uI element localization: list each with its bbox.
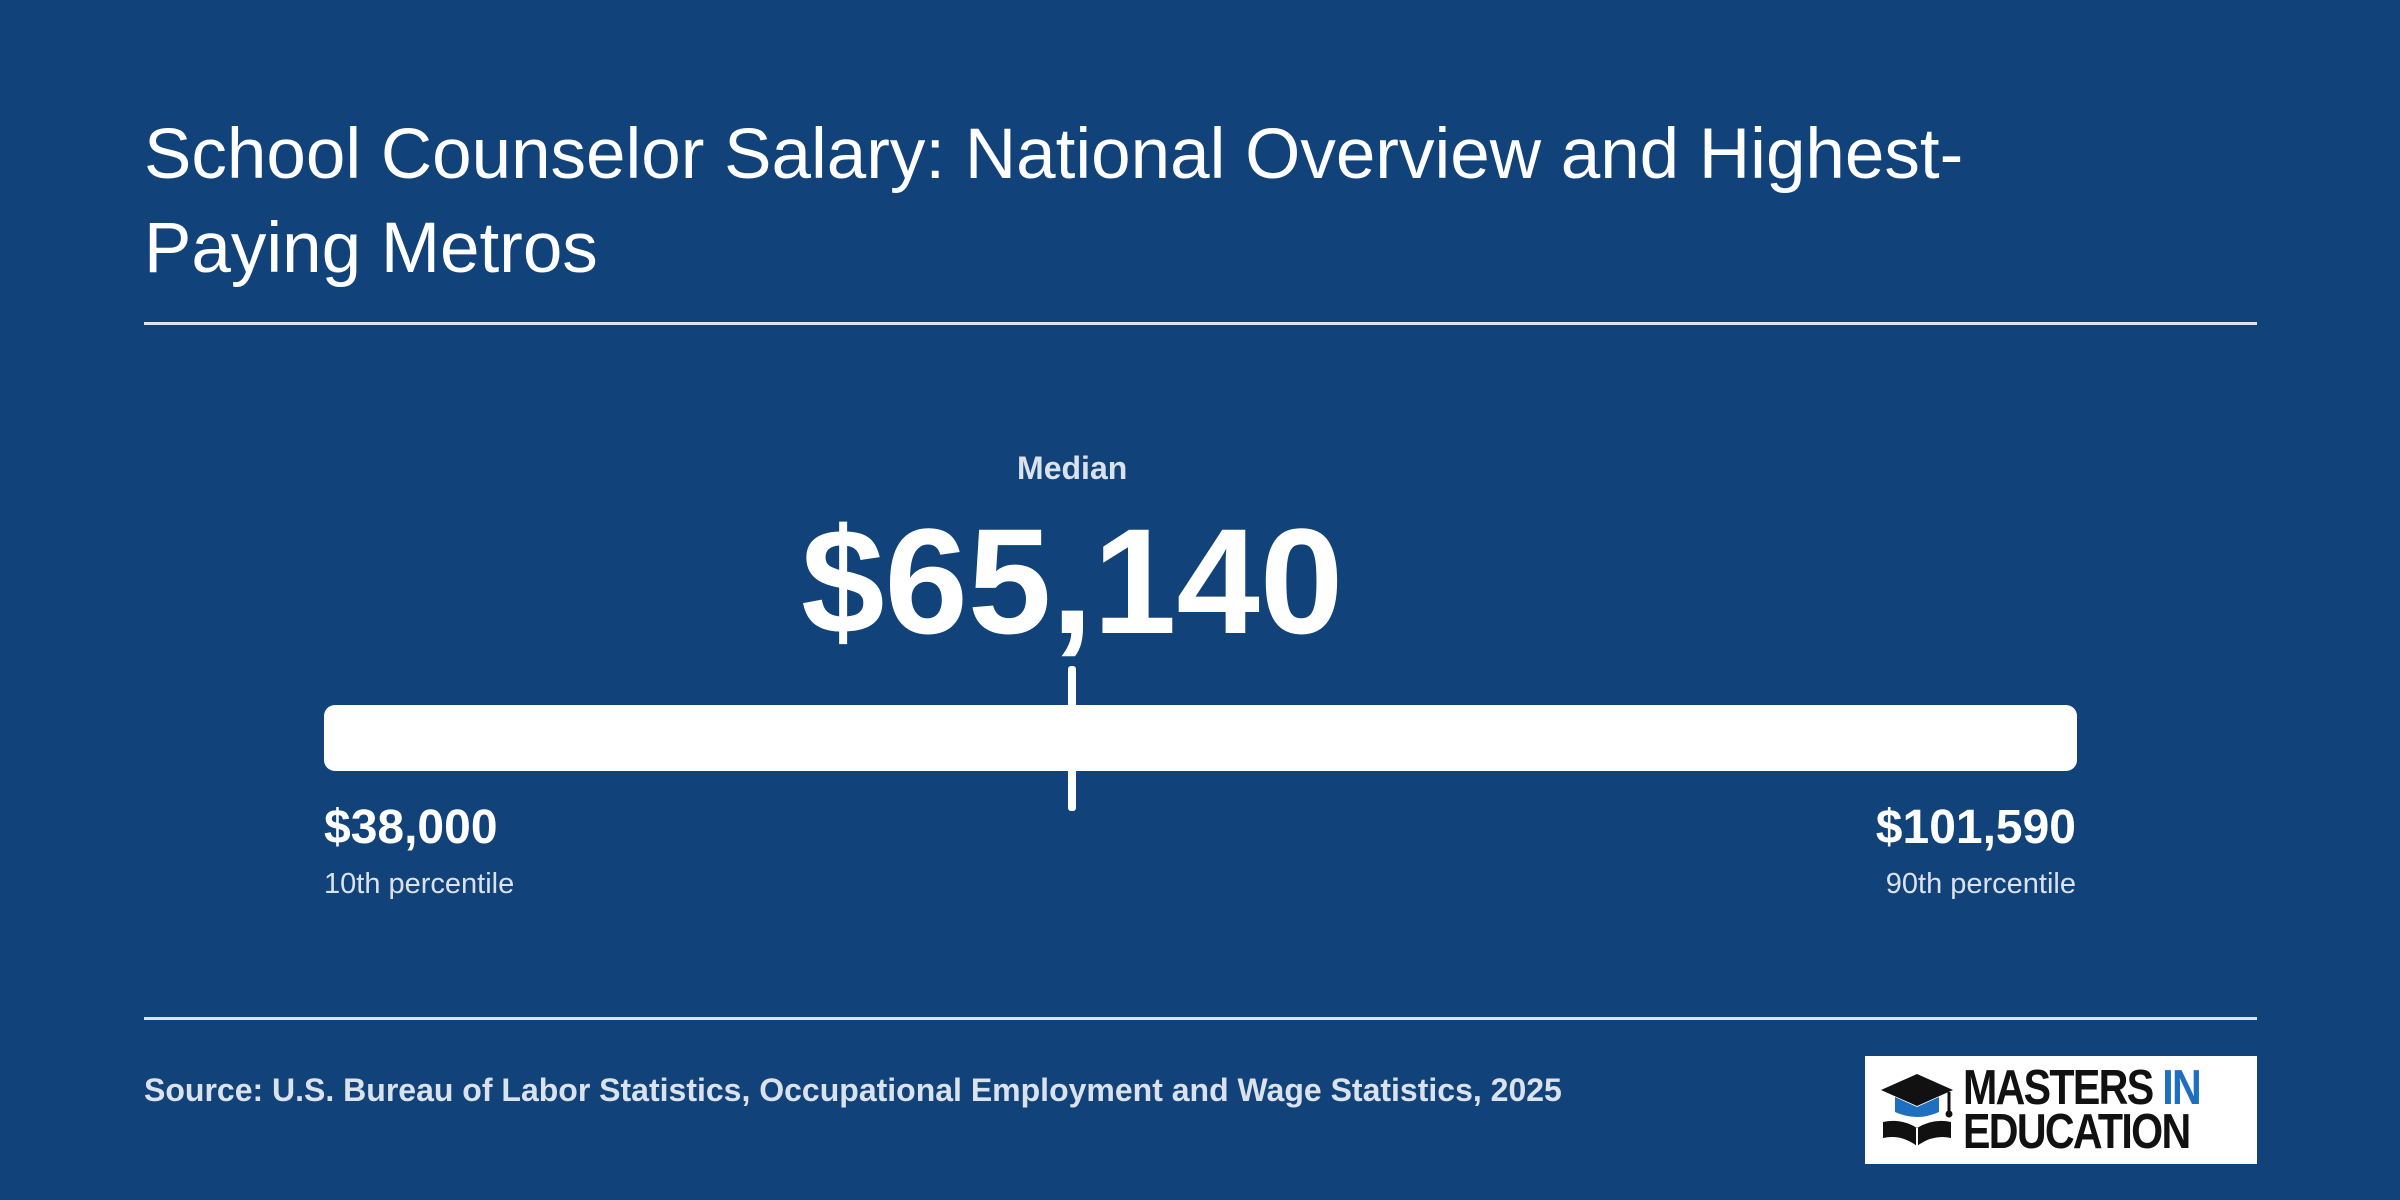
graduation-cap-book-icon	[1881, 1074, 1953, 1146]
logo-word-education: EDUCATION	[1963, 1105, 2191, 1159]
title-divider	[144, 322, 2257, 325]
ninetieth-percentile-value: $101,590	[1875, 801, 2076, 854]
tenth-percentile-value: $38,000	[324, 801, 498, 854]
footer-divider	[144, 1017, 2257, 1020]
median-value: $65,140	[801, 497, 1344, 665]
logo-word-masters: MASTERS	[1963, 1061, 2154, 1115]
median-caption: Median	[1017, 450, 1128, 486]
tenth-percentile-caption: 10th percentile	[324, 868, 515, 900]
median-marker	[1068, 666, 1077, 811]
source-note: Source: U.S. Bureau of Labor Statistics,…	[144, 1072, 1562, 1108]
masters-in-education-logo: MASTERS IN EDUCATION	[1865, 1056, 2257, 1164]
ninetieth-percentile-caption: 90th percentile	[1885, 868, 2076, 900]
logo-word-in: IN	[2162, 1061, 2201, 1115]
chart-title: School Counselor Salary: National Overvi…	[144, 115, 1964, 288]
logo-wordmark: MASTERS IN EDUCATION	[1963, 1064, 2202, 1159]
salary-range-bar	[324, 705, 2077, 771]
